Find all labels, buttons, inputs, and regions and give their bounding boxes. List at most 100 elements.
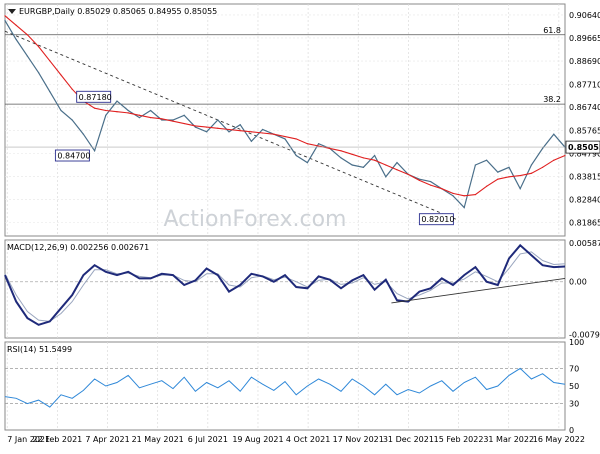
level-annotation-label: 0.87180 [79, 93, 112, 102]
x-tick-label: 4 Oct 2021 [286, 435, 330, 444]
data-point [385, 176, 387, 178]
data-point [340, 157, 342, 159]
fib-level-label: 38.2 [543, 95, 561, 104]
data-point [217, 127, 219, 129]
y-tick-label: 50 [569, 382, 579, 391]
data-point [183, 122, 185, 125]
x-tick-label: 21 May 2021 [132, 435, 184, 444]
data-point [15, 38, 17, 41]
data-point [497, 178, 499, 180]
data-point [127, 109, 129, 112]
data-point [217, 119, 219, 121]
data-point [396, 169, 398, 171]
x-tick-label: 15 Feb 2022 [434, 435, 484, 444]
panel-frame-2 [4, 341, 566, 431]
data-point [318, 143, 320, 145]
data-point [418, 179, 420, 181]
data-point [452, 195, 454, 197]
macd-line [4, 243, 566, 326]
data-point [262, 132, 264, 134]
x-tick-label: 7 Apr 2021 [85, 435, 129, 444]
rsi-title: RSI(14) 51.5499 [7, 345, 72, 354]
data-point [508, 166, 510, 168]
y-tick-label: 0.88690 [569, 57, 600, 66]
data-point [206, 126, 208, 128]
data-point [564, 154, 566, 157]
data-point [194, 125, 196, 127]
data-point [38, 72, 40, 74]
data-point [273, 133, 275, 135]
data-point [138, 117, 140, 119]
x-tick-label: 31 Mar 2022 [483, 435, 534, 444]
data-point [519, 175, 521, 177]
data-point [508, 176, 510, 178]
data-point [362, 157, 364, 159]
data-point [430, 184, 432, 186]
data-point [542, 147, 544, 150]
data-point [94, 107, 96, 109]
data-point [239, 124, 241, 126]
fib-level-label: 61.8 [543, 26, 561, 35]
data-point [206, 131, 208, 133]
data-point [15, 24, 17, 26]
x-tick-label: 6 Jul 2021 [188, 435, 228, 444]
data-point [463, 206, 465, 209]
data-point [161, 118, 163, 120]
data-point [340, 150, 342, 152]
data-point [452, 192, 454, 194]
data-point [306, 143, 308, 145]
data-point [105, 109, 107, 112]
current-price-box [565, 140, 600, 154]
data-point [351, 164, 353, 166]
data-point [105, 114, 107, 116]
data-point [4, 15, 6, 17]
data-point [116, 111, 118, 113]
data-point [239, 130, 241, 132]
panel-frame-0 [4, 3, 566, 237]
data-point [351, 153, 353, 155]
data-point [542, 166, 544, 168]
level-annotation-box [418, 213, 454, 226]
data-point [60, 74, 62, 76]
data-point [38, 46, 40, 48]
x-tick-label: 17 Nov 2021 [333, 435, 384, 444]
data-point [250, 131, 252, 133]
x-tick-label: 7 Jan 2021 [7, 435, 50, 444]
data-point [228, 128, 230, 131]
data-point [418, 178, 420, 180]
data-point [127, 112, 129, 114]
data-point [407, 173, 409, 176]
y-tick-label: 100 [569, 338, 584, 347]
y-tick-label: 0.85765 [569, 126, 600, 135]
data-point [150, 109, 152, 112]
rsi-line [4, 367, 566, 408]
data-point [295, 138, 297, 140]
data-point [486, 185, 488, 187]
y-tick-label: 0.84790 [569, 149, 600, 158]
panel-frame-1 [4, 239, 566, 339]
x-tick-label: 22 Feb 2021 [32, 435, 82, 444]
y-tick-label: 0.82840 [569, 196, 600, 205]
data-point [530, 164, 533, 166]
chart-title: EURGBP,Daily 0.85029 0.85065 0.84955 0.8… [19, 7, 217, 16]
current-price-label: 0.85055 [568, 143, 600, 152]
data-point [71, 119, 73, 121]
data-point [49, 90, 51, 93]
data-point [553, 133, 555, 135]
macd-signal-line [4, 251, 566, 322]
y-tick-label: 0.81865 [569, 219, 600, 228]
data-point [497, 171, 499, 173]
data-point [150, 117, 152, 119]
x-tick-label: 31 Dec 2021 [383, 435, 434, 444]
y-tick-label: 0.005872 [569, 239, 600, 248]
data-point [82, 133, 84, 135]
data-point [60, 109, 62, 112]
y-tick-label: 0.89665 [569, 34, 600, 43]
data-point [116, 100, 118, 102]
y-tick-label: 70 [569, 364, 579, 373]
data-point [318, 145, 320, 147]
data-point [396, 162, 398, 164]
y-tick-label: 30 [569, 400, 579, 409]
